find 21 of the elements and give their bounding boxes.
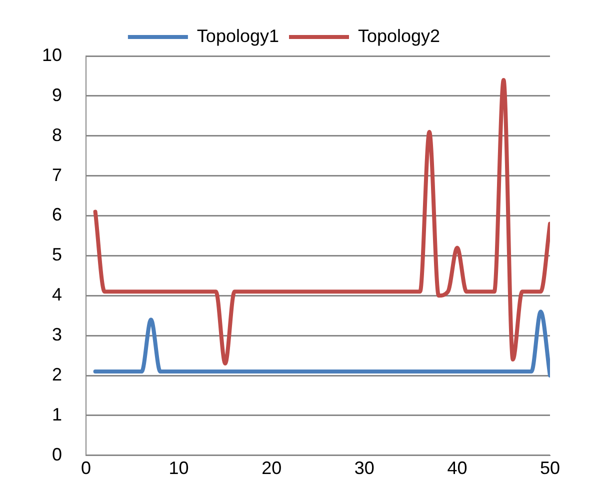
line-series: [93, 78, 550, 366]
y-tick-label: 8: [52, 124, 62, 145]
legend-label: Topology2: [358, 26, 440, 46]
y-tick-label: 1: [52, 404, 62, 424]
y-tick-label: 0: [52, 444, 62, 464]
y-tick-label: 6: [52, 204, 62, 225]
x-tick-label: 20: [262, 458, 282, 478]
x-tick-label: 40: [447, 458, 468, 478]
y-tick-label: 7: [52, 164, 62, 185]
x-tick-label: 0: [81, 458, 92, 478]
line-series: [93, 310, 550, 378]
y-tick-label: 10: [42, 44, 62, 65]
legend-label: Topology1: [196, 26, 280, 46]
y-tick-label: 3: [52, 324, 62, 345]
x-tick-label: 10: [168, 458, 189, 478]
y-tick-label: 9: [52, 84, 62, 105]
x-tick-label: 50: [540, 458, 560, 478]
y-tick-label: 4: [52, 284, 62, 305]
x-tick-label: 30: [354, 458, 374, 478]
y-tick-label: 5: [52, 244, 62, 265]
y-tick-label: 2: [52, 364, 62, 384]
